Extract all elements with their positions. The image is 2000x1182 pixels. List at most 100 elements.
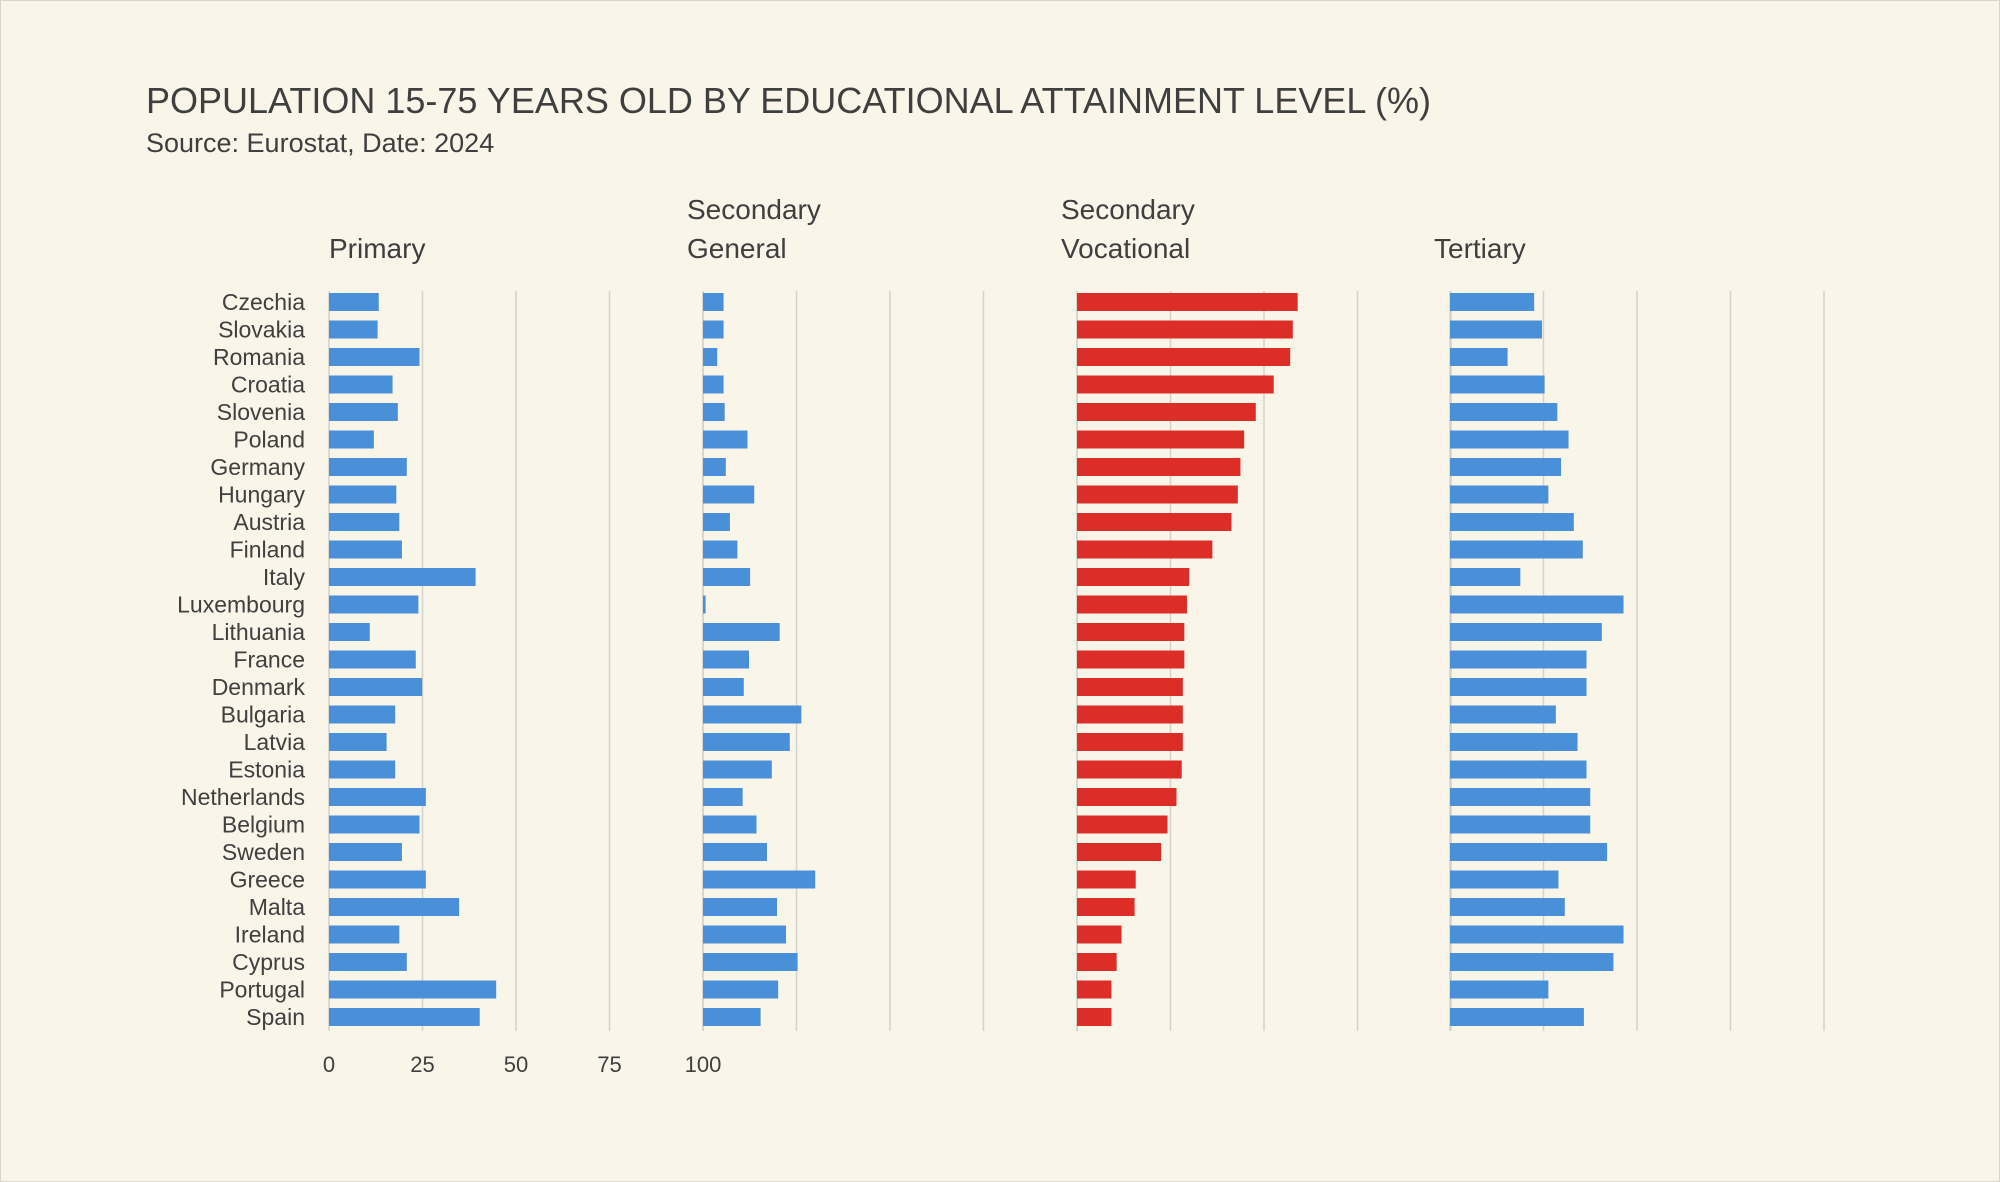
- bar-malta: [703, 898, 778, 916]
- bar-greece: [703, 870, 816, 889]
- bar-cyprus: [329, 953, 407, 971]
- category-label: Lithuania: [212, 619, 306, 645]
- bar-latvia: [1450, 733, 1578, 751]
- bar-lithuania: [1450, 623, 1602, 641]
- bar-greece: [1077, 870, 1136, 889]
- bar-czechia: [329, 293, 379, 311]
- bar-hungary: [329, 485, 397, 504]
- category-label: Latvia: [244, 729, 306, 755]
- bar-croatia: [329, 375, 393, 394]
- bar-poland: [1077, 430, 1245, 449]
- bar-slovakia: [1077, 320, 1293, 339]
- x-tick-label: 25: [410, 1052, 434, 1077]
- bar-austria: [703, 513, 730, 531]
- bar-romania: [1450, 348, 1508, 366]
- bar-netherlands: [703, 788, 743, 806]
- panel-header: Primary: [329, 233, 425, 264]
- bar-croatia: [703, 375, 724, 394]
- bar-latvia: [329, 733, 387, 751]
- category-label: Italy: [263, 564, 306, 590]
- category-label: Croatia: [231, 372, 305, 398]
- bar-portugal: [703, 980, 779, 999]
- bar-hungary: [1450, 485, 1549, 504]
- bar-poland: [329, 430, 374, 449]
- category-label: Slovakia: [218, 317, 305, 343]
- bar-ireland: [703, 925, 787, 944]
- bar-belgium: [1450, 815, 1591, 834]
- x-tick-label: 100: [685, 1052, 722, 1077]
- bar-malta: [1077, 898, 1135, 916]
- bar-cyprus: [1077, 953, 1117, 971]
- bar-slovenia: [1450, 403, 1558, 421]
- bar-czechia: [1077, 293, 1298, 311]
- bar-finland: [1450, 540, 1583, 559]
- category-label: Spain: [246, 1004, 305, 1030]
- bar-spain: [1450, 1008, 1584, 1026]
- bar-italy: [329, 568, 476, 586]
- bar-croatia: [1077, 375, 1274, 394]
- bar-luxembourg: [1077, 595, 1187, 614]
- bar-sweden: [703, 843, 767, 861]
- category-label: Greece: [230, 867, 305, 893]
- bar-spain: [703, 1008, 761, 1026]
- category-label: Netherlands: [181, 784, 305, 810]
- category-label: Portugal: [219, 977, 305, 1003]
- bar-netherlands: [1450, 788, 1591, 806]
- bar-denmark: [1077, 678, 1183, 696]
- category-label: Denmark: [212, 674, 306, 700]
- bar-italy: [703, 568, 751, 586]
- bar-estonia: [1077, 760, 1182, 779]
- bar-belgium: [703, 815, 757, 834]
- bar-germany: [329, 458, 407, 476]
- bar-france: [1077, 650, 1185, 669]
- category-label: Romania: [213, 344, 305, 370]
- panel-header: Secondary: [687, 194, 821, 225]
- bar-slovenia: [329, 403, 398, 421]
- bar-croatia: [1450, 375, 1545, 394]
- panel-header: Tertiary: [1434, 233, 1526, 264]
- bar-luxembourg: [703, 595, 706, 614]
- panel-header: Vocational: [1061, 233, 1190, 264]
- bar-sweden: [329, 843, 402, 861]
- bar-hungary: [1077, 485, 1238, 504]
- bar-finland: [1077, 540, 1213, 559]
- bar-denmark: [1450, 678, 1587, 696]
- bar-slovenia: [703, 403, 725, 421]
- category-label: Cyprus: [232, 949, 305, 975]
- category-label: Hungary: [218, 482, 305, 508]
- bar-sweden: [1077, 843, 1162, 861]
- bar-france: [703, 650, 750, 669]
- bar-spain: [1077, 1008, 1112, 1026]
- chart-subtitle: Source: Eurostat, Date: 2024: [146, 128, 495, 158]
- category-label: Germany: [210, 454, 305, 480]
- bar-france: [1450, 650, 1587, 669]
- bar-cyprus: [1450, 953, 1614, 971]
- bar-italy: [1077, 568, 1190, 586]
- bar-sweden: [1450, 843, 1608, 861]
- x-tick-label: 50: [504, 1052, 528, 1077]
- bar-latvia: [703, 733, 790, 751]
- bar-romania: [703, 348, 718, 366]
- bar-poland: [703, 430, 748, 449]
- bar-estonia: [329, 760, 396, 779]
- bar-bulgaria: [1450, 705, 1556, 724]
- bar-malta: [1450, 898, 1565, 916]
- category-label: Finland: [230, 537, 305, 563]
- bar-czechia: [1450, 293, 1535, 311]
- bar-portugal: [329, 980, 497, 999]
- bar-ireland: [1450, 925, 1624, 944]
- bar-portugal: [1450, 980, 1549, 999]
- bar-latvia: [1077, 733, 1183, 751]
- bar-slovakia: [703, 320, 724, 339]
- category-label: Czechia: [222, 289, 305, 315]
- bar-poland: [1450, 430, 1569, 449]
- category-label: Slovenia: [217, 399, 305, 425]
- bar-hungary: [703, 485, 755, 504]
- bar-denmark: [329, 678, 423, 696]
- bar-netherlands: [1077, 788, 1177, 806]
- bar-italy: [1450, 568, 1521, 586]
- bar-finland: [703, 540, 738, 559]
- bar-greece: [1450, 870, 1559, 889]
- bar-romania: [329, 348, 420, 366]
- bar-germany: [1450, 458, 1562, 476]
